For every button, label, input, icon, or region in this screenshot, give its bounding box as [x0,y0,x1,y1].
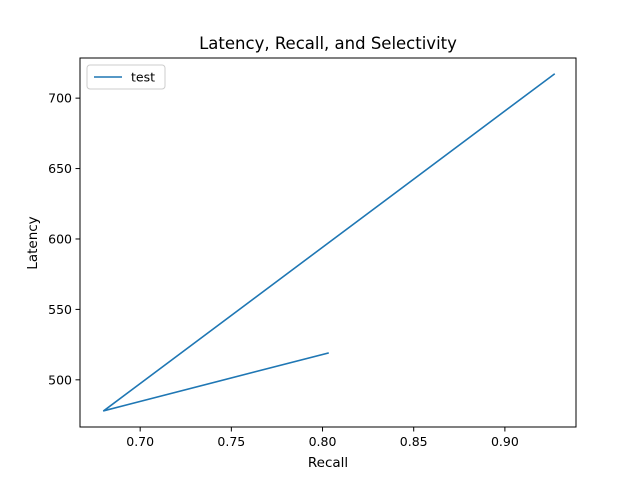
x-tick-label: 0.80 [309,434,337,449]
chart-title: Latency, Recall, and Selectivity [199,34,457,53]
x-tick-label: 0.90 [491,434,519,449]
legend-label: test [131,70,155,85]
x-tick-label: 0.75 [217,434,245,449]
y-tick-label: 700 [48,91,72,106]
x-tick-label: 0.70 [126,434,154,449]
y-axis-label: Latency [25,216,41,269]
x-axis-ticks: 0.70 0.75 0.80 0.85 0.90 [126,427,519,449]
y-tick-label: 650 [48,161,72,176]
y-tick-label: 550 [48,302,72,317]
x-tick-label: 0.85 [400,434,428,449]
x-axis-label: Recall [308,455,348,471]
legend: test [86,64,166,90]
series-line-test [102,73,556,412]
y-tick-label: 600 [48,231,72,246]
y-tick-label: 500 [48,372,72,387]
y-axis-ticks: 500 550 600 650 700 [48,91,80,387]
legend-box [86,64,166,90]
plot-area [102,73,556,412]
axes-frame [79,57,577,428]
